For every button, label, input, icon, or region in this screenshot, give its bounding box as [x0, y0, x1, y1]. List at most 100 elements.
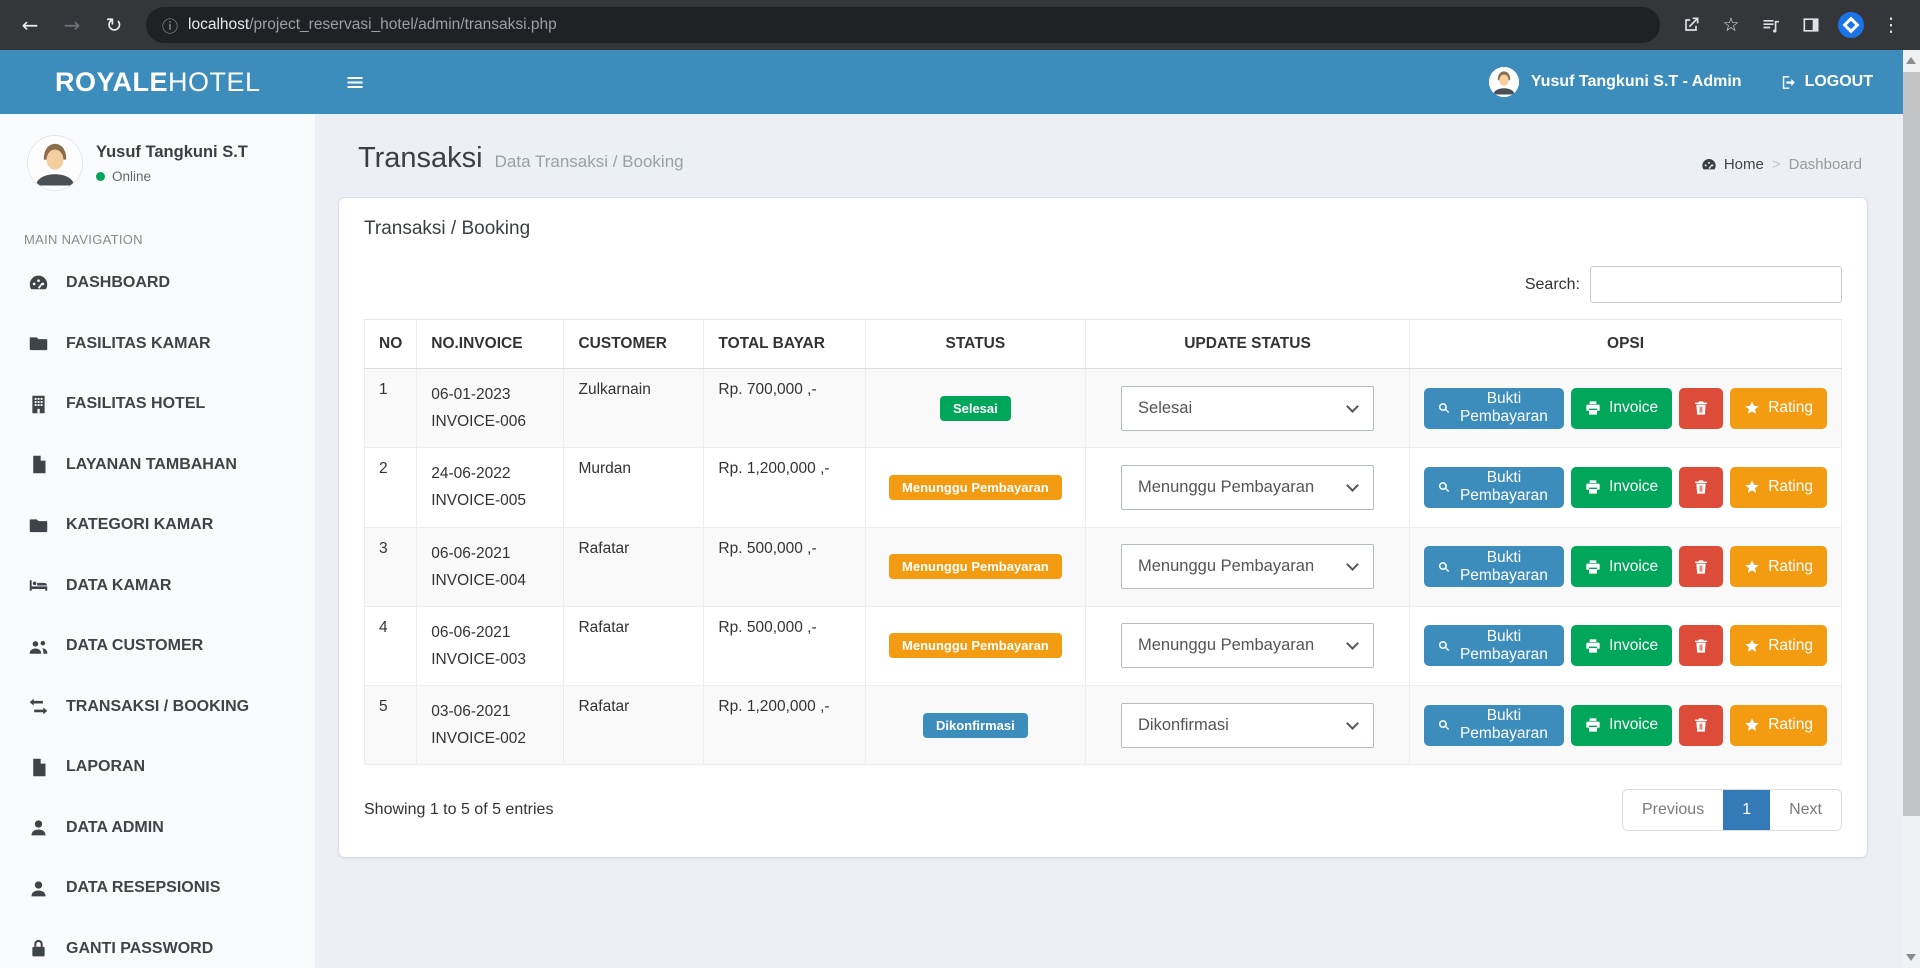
sidebar-toggle-icon[interactable]: ≡: [345, 68, 366, 96]
sidebar-item-fasilitas-hotel[interactable]: FASILITAS HOTEL: [0, 374, 315, 435]
cell-invoice: 06-06-2021 INVOICE-003: [416, 605, 565, 687]
logout-icon: [1782, 75, 1795, 89]
sidebar-item-data-customer[interactable]: DATA CUSTOMER: [0, 616, 315, 677]
cell-customer: Rafatar: [563, 684, 705, 766]
avatar: [28, 136, 82, 190]
update-status-select[interactable]: Menunggu Pembayaran: [1121, 464, 1375, 510]
logout-button[interactable]: LOGOUT: [1780, 73, 1873, 91]
search-icon: [1439, 561, 1450, 572]
cell-customer: Murdan: [563, 447, 705, 528]
cell-invoice: 06-06-2021 INVOICE-004: [416, 526, 565, 607]
breadcrumb-home-link[interactable]: Home: [1701, 156, 1764, 173]
delete-button[interactable]: [1679, 704, 1724, 746]
bukti-pembayaran-button[interactable]: Bukti Pembayaran: [1424, 625, 1565, 667]
reload-button[interactable]: ↻: [105, 13, 123, 37]
star-icon: [1745, 559, 1759, 573]
bukti-pembayaran-button[interactable]: Bukti Pembayaran: [1424, 466, 1565, 508]
sidebar-item-layanan-tambahan[interactable]: LAYANAN TAMBAHAN: [0, 435, 315, 496]
table-info: Showing 1 to 5 of 5 entries: [364, 801, 554, 819]
cell-invoice: 06-01-2023 INVOICE-006: [416, 367, 565, 449]
url-host: localhost: [188, 16, 250, 33]
update-status-select[interactable]: Dikonfirmasi: [1121, 702, 1375, 748]
rating-button[interactable]: Rating: [1730, 546, 1827, 588]
sidebar-user-name: Yusuf Tangkuni S.T: [96, 142, 248, 161]
sidebar-item-data-resepsionis[interactable]: DATA RESEPSIONIS: [0, 858, 315, 919]
rating-button[interactable]: Rating: [1730, 387, 1827, 429]
scroll-down-icon[interactable]: [1906, 954, 1916, 961]
navbar-user-menu[interactable]: Yusuf Tangkuni S.T - Admin: [1488, 67, 1742, 97]
bed-icon: [28, 575, 49, 596]
sidebar-item-data-admin[interactable]: DATA ADMIN: [0, 798, 315, 859]
pagination-previous[interactable]: Previous: [1622, 790, 1724, 831]
delete-button[interactable]: [1679, 387, 1724, 429]
search-input[interactable]: [1590, 266, 1842, 303]
status-badge: Menunggu Pembayaran: [889, 554, 1062, 580]
sidebar-item-dashboard[interactable]: DASHBOARD: [0, 253, 315, 314]
bukti-pembayaran-button[interactable]: Bukti Pembayaran: [1424, 546, 1565, 588]
star-icon: [1745, 480, 1759, 494]
update-status-select[interactable]: Menunggu Pembayaran: [1121, 544, 1375, 590]
building-icon: [28, 394, 49, 415]
cell-customer: Rafatar: [563, 526, 705, 607]
app-navbar: ROYALEHOTEL ≡ Yusuf Tangkuni S.T - Admin…: [0, 50, 1903, 114]
sidebar-item-transaksi-booking[interactable]: TRANSAKSI / BOOKING: [0, 677, 315, 738]
pagination-page-1[interactable]: 1: [1723, 790, 1771, 831]
sidebar-item-label: DASHBOARD: [66, 274, 170, 292]
chevron-down-icon: [1346, 399, 1359, 413]
users-icon: [28, 636, 49, 657]
rating-button[interactable]: Rating: [1730, 625, 1827, 667]
invoice-button[interactable]: Invoice: [1571, 387, 1673, 429]
transaksi-card: Transaksi / Booking Search: NO NO.INVOIC…: [338, 197, 1868, 859]
sidebar-item-label: DATA CUSTOMER: [66, 637, 204, 655]
sidebar-item-data-kamar[interactable]: DATA KAMAR: [0, 556, 315, 617]
bookmark-star-icon[interactable]: ☆: [1722, 14, 1740, 36]
folder-icon: [28, 515, 49, 536]
status-badge: Menunggu Pembayaran: [889, 474, 1062, 500]
invoice-button[interactable]: Invoice: [1571, 704, 1673, 746]
delete-button[interactable]: [1679, 546, 1724, 588]
cell-total: Rp. 1,200,000 ,-: [703, 684, 866, 766]
column-header-no: NO: [363, 319, 418, 369]
dashboard-icon: [1702, 158, 1716, 169]
bukti-pembayaran-button[interactable]: Bukti Pembayaran: [1424, 387, 1565, 429]
invoice-button[interactable]: Invoice: [1571, 625, 1673, 667]
online-status-icon: [96, 171, 105, 181]
update-status-select[interactable]: Menunggu Pembayaran: [1121, 623, 1375, 669]
rating-button[interactable]: Rating: [1730, 466, 1827, 508]
back-button[interactable]: ←: [21, 13, 39, 37]
trash-icon: [1695, 559, 1708, 574]
side-panel-icon[interactable]: [1798, 12, 1824, 38]
scroll-up-icon[interactable]: [1906, 57, 1916, 64]
update-status-select[interactable]: Selesai: [1121, 385, 1375, 431]
sidebar-item-ganti-password[interactable]: GANTI PASSWORD: [0, 919, 315, 968]
delete-button[interactable]: [1679, 466, 1724, 508]
search-icon: [1439, 482, 1450, 493]
delete-button[interactable]: [1679, 625, 1724, 667]
cell-customer: Rafatar: [563, 605, 705, 687]
user-icon: [28, 817, 49, 838]
browser-menu-icon[interactable]: ⋮: [1881, 14, 1901, 36]
page-info-icon[interactable]: ⓘ: [162, 17, 179, 36]
pagination-next[interactable]: Next: [1770, 790, 1841, 831]
invoice-button[interactable]: Invoice: [1571, 546, 1673, 588]
printer-icon: [1586, 639, 1600, 653]
cell-customer: Zulkarnain: [563, 367, 705, 449]
sidebar-item-label: FASILITAS HOTEL: [66, 395, 206, 413]
forward-button[interactable]: →: [63, 13, 81, 37]
trash-icon: [1695, 639, 1708, 653]
sidebar-item-fasilitas-kamar[interactable]: FASILITAS KAMAR: [0, 314, 315, 375]
media-controls-icon[interactable]: [1758, 12, 1784, 38]
extension-icon[interactable]: [1838, 12, 1864, 38]
address-bar[interactable]: ⓘ localhost/project_reservasi_hotel/admi…: [146, 7, 1660, 43]
bukti-pembayaran-button[interactable]: Bukti Pembayaran: [1424, 704, 1565, 746]
sidebar-item-kategori-kamar[interactable]: KATEGORI KAMAR: [0, 495, 315, 556]
scrollbar-thumb[interactable]: [1903, 72, 1920, 816]
brand-logo[interactable]: ROYALEHOTEL: [55, 66, 261, 97]
page-scrollbar[interactable]: [1903, 50, 1920, 968]
cell-total: Rp. 700,000 ,-: [703, 367, 866, 449]
share-icon[interactable]: [1678, 12, 1704, 38]
sidebar-item-laporan[interactable]: LAPORAN: [0, 737, 315, 798]
sidebar-item-label: FASILITAS KAMAR: [66, 334, 211, 352]
rating-button[interactable]: Rating: [1730, 704, 1827, 746]
invoice-button[interactable]: Invoice: [1571, 466, 1673, 508]
